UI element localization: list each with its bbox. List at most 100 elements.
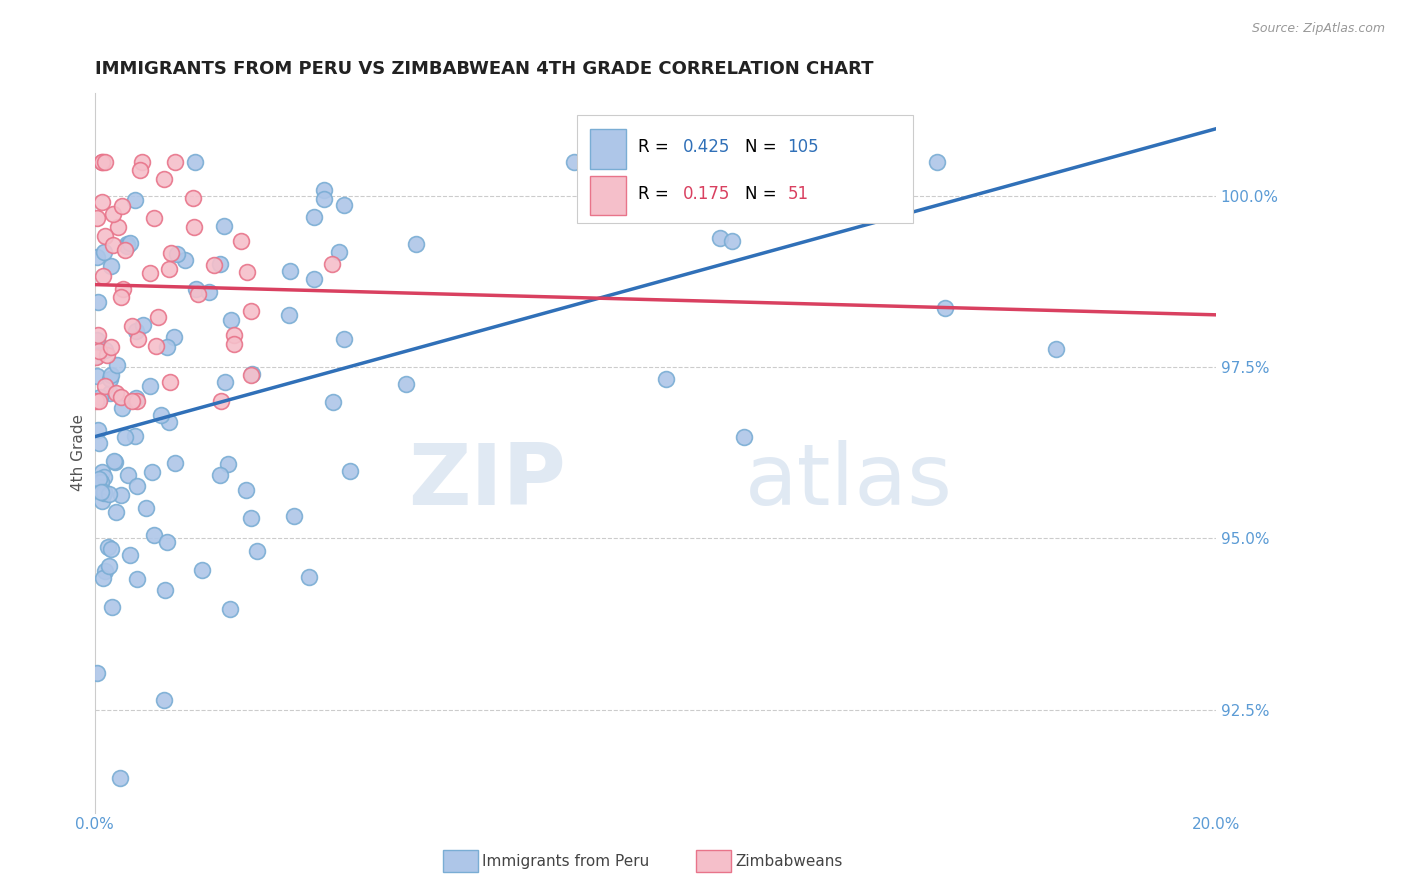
Point <box>934 301 956 316</box>
FancyBboxPatch shape <box>591 176 626 215</box>
Text: R =: R = <box>638 138 675 156</box>
Point <box>927 154 949 169</box>
Point <box>214 375 236 389</box>
Point <box>91 465 114 479</box>
Point <box>121 394 143 409</box>
Point <box>84 394 107 409</box>
Point <box>87 394 110 409</box>
Point <box>96 348 118 362</box>
Point <box>298 570 321 584</box>
Point <box>127 332 149 346</box>
Point <box>321 257 343 271</box>
Point <box>887 154 910 169</box>
Point <box>111 199 134 213</box>
Point <box>103 454 125 468</box>
Point <box>86 665 108 680</box>
Point <box>163 456 186 470</box>
Point <box>283 508 305 523</box>
Point <box>93 485 115 500</box>
Point <box>124 193 146 207</box>
Point <box>86 349 108 363</box>
Point <box>94 228 117 243</box>
Point <box>165 154 187 169</box>
Point <box>280 264 302 278</box>
Point <box>128 163 150 178</box>
Point <box>86 368 108 383</box>
Point <box>114 243 136 257</box>
Point <box>98 386 121 401</box>
Point <box>212 219 235 233</box>
Point <box>117 239 139 253</box>
Point <box>101 599 124 614</box>
Point <box>86 250 108 264</box>
Point <box>93 245 115 260</box>
Point <box>104 505 127 519</box>
Point <box>86 423 108 437</box>
Point <box>100 340 122 354</box>
Point <box>825 154 848 169</box>
Point <box>139 378 162 392</box>
Point <box>86 333 108 347</box>
Point <box>93 485 115 500</box>
Point <box>87 294 110 309</box>
Point <box>98 371 121 385</box>
Point <box>101 207 124 221</box>
Point <box>166 247 188 261</box>
Point <box>236 265 259 279</box>
Point <box>302 210 325 224</box>
Point <box>184 154 207 169</box>
Point <box>229 234 252 248</box>
Point <box>156 534 179 549</box>
Point <box>121 319 143 334</box>
Text: N =: N = <box>745 185 782 202</box>
Point <box>100 260 122 274</box>
Point <box>328 244 350 259</box>
Point <box>142 211 165 225</box>
Point <box>104 454 127 468</box>
Point <box>91 154 114 169</box>
Point <box>339 464 361 478</box>
Point <box>145 339 167 353</box>
Point <box>125 479 148 493</box>
Text: R =: R = <box>638 185 675 202</box>
Point <box>93 470 115 484</box>
Point <box>312 192 335 206</box>
Point <box>110 488 132 502</box>
FancyBboxPatch shape <box>591 129 626 169</box>
Point <box>152 693 174 707</box>
Point <box>181 191 204 205</box>
Point <box>86 211 108 225</box>
Point <box>733 430 755 444</box>
Point <box>84 350 107 364</box>
Point <box>91 268 114 283</box>
Point <box>105 358 128 372</box>
Point <box>87 328 110 343</box>
Point <box>152 172 174 186</box>
Point <box>132 318 155 332</box>
Text: IMMIGRANTS FROM PERU VS ZIMBABWEAN 4TH GRADE CORRELATION CHART: IMMIGRANTS FROM PERU VS ZIMBABWEAN 4TH G… <box>94 60 873 78</box>
Point <box>156 340 179 354</box>
Point <box>322 394 344 409</box>
Point <box>1045 342 1067 356</box>
Point <box>655 372 678 386</box>
Point <box>277 308 299 322</box>
Text: 0.425: 0.425 <box>683 138 731 156</box>
Point <box>240 367 263 381</box>
Point <box>187 286 209 301</box>
Text: Zimbabweans: Zimbabweans <box>735 855 842 869</box>
Point <box>112 282 135 296</box>
Text: 0.175: 0.175 <box>683 185 731 202</box>
Point <box>245 543 267 558</box>
Point <box>108 772 131 786</box>
Point <box>118 235 141 250</box>
Point <box>157 415 180 429</box>
Point <box>198 285 221 299</box>
Point <box>125 391 148 405</box>
Point <box>90 475 112 490</box>
Point <box>405 236 427 251</box>
Point <box>107 220 129 235</box>
Point <box>159 375 181 389</box>
Point <box>721 234 744 248</box>
Point <box>395 377 418 392</box>
Point <box>118 549 141 563</box>
